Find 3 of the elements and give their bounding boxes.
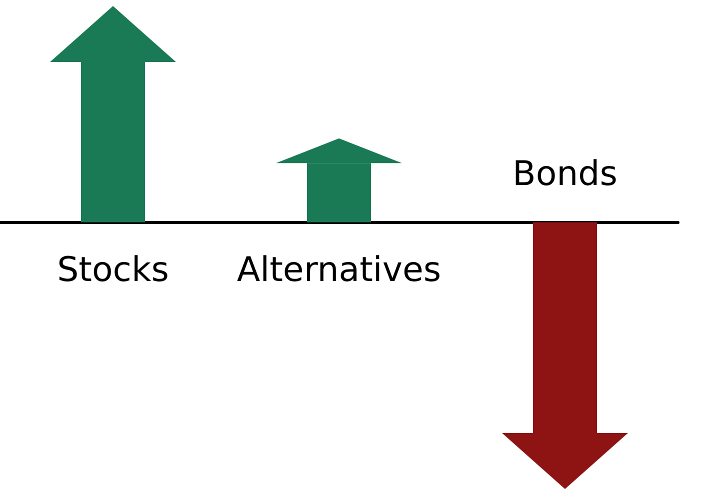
x-tick-label: Stocks <box>57 250 169 290</box>
x-tick-label: Alternatives <box>236 250 442 290</box>
x-tick-label: Bonds <box>512 154 618 194</box>
